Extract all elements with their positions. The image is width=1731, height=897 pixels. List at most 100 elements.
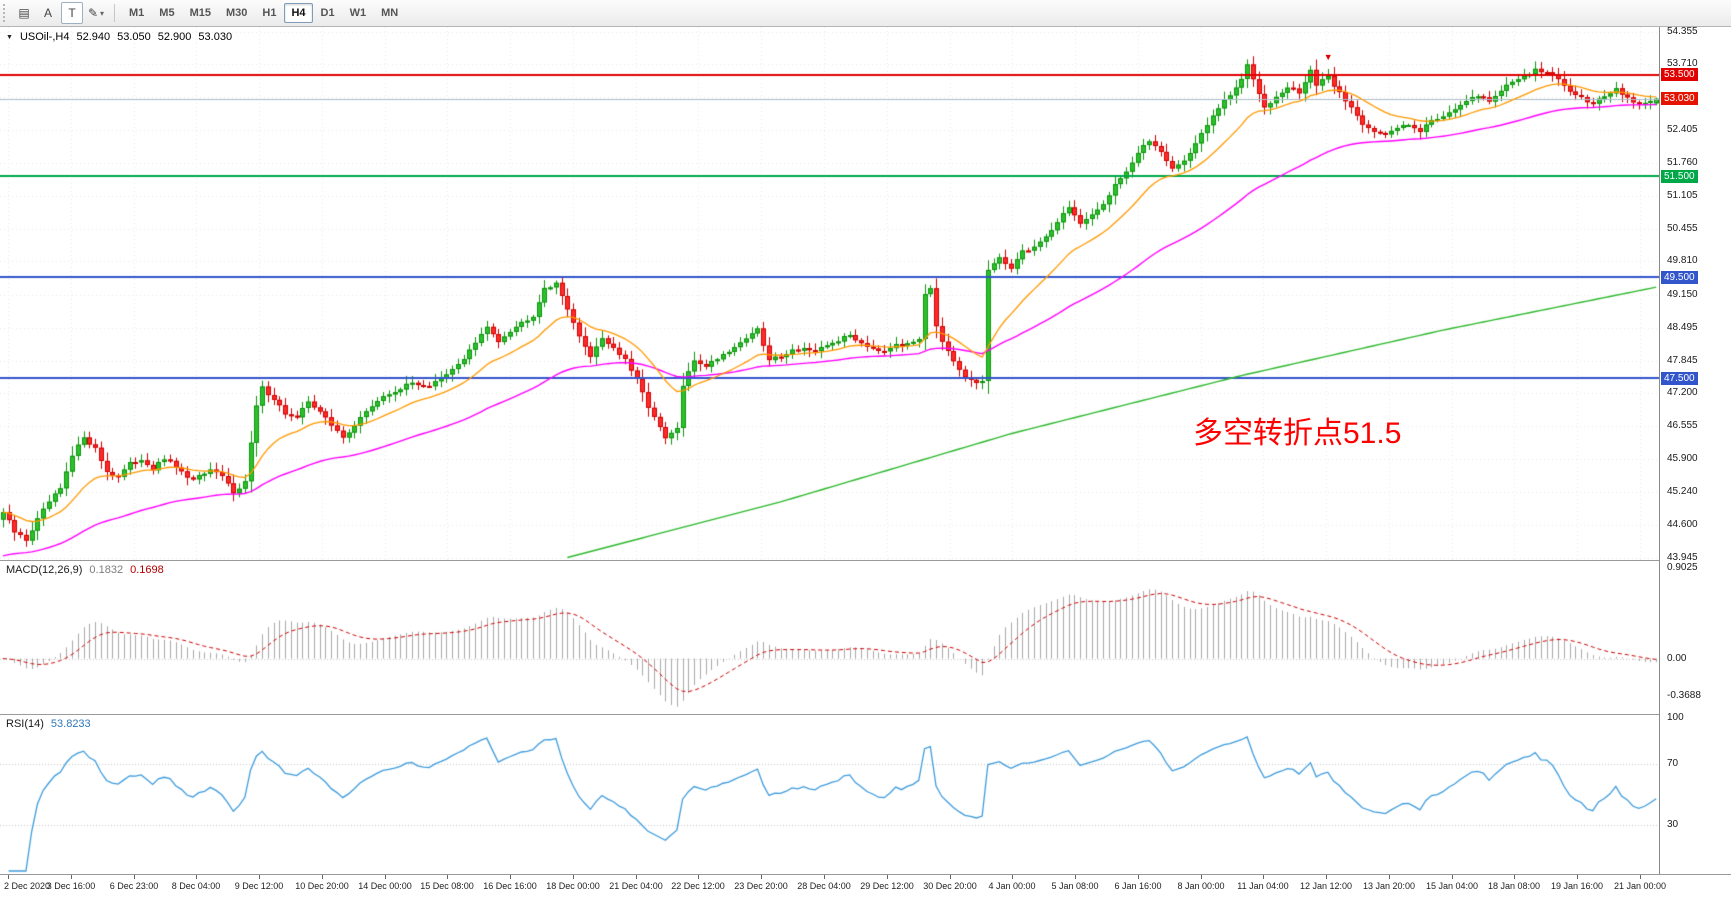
macd-pane-canvas[interactable] xyxy=(0,561,1659,714)
time-tick xyxy=(887,875,888,879)
time-axis-label: 19 Jan 16:00 xyxy=(1550,881,1604,891)
rsi-value: 53.8233 xyxy=(50,718,91,730)
time-tick xyxy=(385,875,386,879)
timeframe-group: M1 M5 M15 M30 H1 H4 D1 W1 MN xyxy=(122,3,405,23)
time-axis-label: 15 Jan 04:00 xyxy=(1425,881,1479,891)
time-tick xyxy=(134,875,135,879)
chart-windows-icon[interactable]: ▤ xyxy=(13,2,35,24)
macd-value-main: 0.1832 xyxy=(89,564,124,576)
price-level-chip: 49.500 xyxy=(1661,270,1698,284)
time-axis-label: 5 Jan 08:00 xyxy=(1051,881,1099,891)
time-tick xyxy=(1640,875,1641,879)
ohlc-close: 53.030 xyxy=(198,31,233,43)
time-axis-label: 6 Jan 16:00 xyxy=(1114,881,1162,891)
timeframe-mn[interactable]: MN xyxy=(374,3,405,23)
symbol-info: ▼ USOil-,H4 52.940 53.050 52.900 53.030 xyxy=(6,31,232,43)
toolbar-separator xyxy=(114,4,115,22)
time-tick xyxy=(636,875,637,879)
arrow-tool-button[interactable]: A xyxy=(37,2,59,24)
price-level-chip: 47.500 xyxy=(1661,371,1698,385)
macd-axis-label: 0.9025 xyxy=(1667,561,1698,573)
price-axis-label: 45.900 xyxy=(1667,452,1698,464)
time-tick xyxy=(1138,875,1139,879)
time-tick xyxy=(1514,875,1515,879)
ohlc-high: 53.050 xyxy=(117,31,151,43)
price-axis-label: 47.200 xyxy=(1667,387,1698,399)
timeframe-d1[interactable]: D1 xyxy=(314,3,342,23)
rsi-axis-label: 30 xyxy=(1667,819,1679,831)
rsi-pane-canvas[interactable] xyxy=(0,715,1659,874)
price-axis-label: 49.810 xyxy=(1667,255,1698,267)
ohlc-open: 52.940 xyxy=(76,31,111,43)
time-axis-label: 29 Dec 12:00 xyxy=(860,881,914,891)
time-axis-label: 6 Dec 23:00 xyxy=(109,881,159,891)
time-axis-label: 13 Jan 20:00 xyxy=(1362,881,1416,891)
time-axis-label: 18 Dec 00:00 xyxy=(546,881,600,891)
time-axis-label: 15 Dec 08:00 xyxy=(420,881,474,891)
timeframe-m30[interactable]: M30 xyxy=(219,3,254,23)
toolbar: ▤ A T ✎ ▾ M1 M5 M15 M30 H1 H4 D1 W1 MN xyxy=(0,0,1731,27)
price-level-chip: 51.500 xyxy=(1661,169,1698,183)
pane-separator[interactable] xyxy=(0,714,1731,715)
time-tick xyxy=(8,875,9,879)
pane-separator xyxy=(0,874,1731,875)
time-scale[interactable]: 2 Dec 2020 3 Dec 16:00 6 Dec 23:00 8 Dec 04… xyxy=(0,875,1731,897)
timeframe-h4[interactable]: H4 xyxy=(284,3,313,23)
price-axis-label: 51.105 xyxy=(1667,189,1698,201)
time-axis-label: 30 Dec 20:00 xyxy=(923,881,977,891)
toolbar-gripper[interactable] xyxy=(3,4,8,22)
time-axis-label: 16 Dec 16:00 xyxy=(483,881,537,891)
timeframe-m15[interactable]: M15 xyxy=(183,3,218,23)
time-axis-label: 10 Dec 20:00 xyxy=(295,881,349,891)
price-scale[interactable]: 54.35553.71053.05552.40551.76051.10550.4… xyxy=(1659,26,1731,874)
time-tick xyxy=(1075,875,1076,879)
macd-value-signal: 0.1698 xyxy=(130,564,164,576)
crayon-tool-button[interactable]: ✎ ▾ xyxy=(85,2,107,24)
time-axis-label: 4 Jan 00:00 xyxy=(988,881,1036,891)
time-tick xyxy=(259,875,260,879)
time-axis-label: 8 Jan 00:00 xyxy=(1177,881,1225,891)
ohlc-low: 52.900 xyxy=(157,31,192,43)
price-axis-label: 43.945 xyxy=(1667,551,1698,563)
price-axis-label: 47.845 xyxy=(1667,354,1698,366)
time-tick xyxy=(1577,875,1578,879)
price-axis-label: 52.405 xyxy=(1667,124,1698,136)
time-axis-label: 22 Dec 12:00 xyxy=(671,881,725,891)
time-tick xyxy=(1389,875,1390,879)
pane-separator[interactable] xyxy=(0,560,1731,561)
time-axis-label: 14 Dec 00:00 xyxy=(358,881,412,891)
timeframe-w1[interactable]: W1 xyxy=(343,3,374,23)
crayon-icon: ✎ xyxy=(87,6,99,20)
time-axis-label: 3 Dec 16:00 xyxy=(46,881,96,891)
price-axis-label: 49.150 xyxy=(1667,288,1698,300)
timeframe-m1[interactable]: M1 xyxy=(122,3,151,23)
rsi-axis-label: 100 xyxy=(1667,712,1684,723)
time-axis-label: 28 Dec 04:00 xyxy=(797,881,851,891)
text-tool-button[interactable]: T xyxy=(61,2,83,24)
timeframe-h1[interactable]: H1 xyxy=(255,3,283,23)
time-tick xyxy=(71,875,72,879)
symbol-name: USOil-,H4 xyxy=(19,31,70,43)
time-tick xyxy=(950,875,951,879)
symbol-expand-icon[interactable]: ▼ xyxy=(6,33,13,41)
chart-marker-icon[interactable]: ▼ xyxy=(1323,52,1333,63)
time-tick xyxy=(698,875,699,879)
price-axis-label: 44.600 xyxy=(1667,518,1698,530)
annotation-text[interactable]: 多空转折点51.5 xyxy=(1193,417,1402,450)
price-axis-label: 50.455 xyxy=(1667,222,1698,234)
timeframe-m5[interactable]: M5 xyxy=(152,3,181,23)
time-tick xyxy=(1201,875,1202,879)
time-tick xyxy=(761,875,762,879)
time-axis-label: 8 Dec 04:00 xyxy=(171,881,221,891)
price-axis-label: 53.710 xyxy=(1667,58,1698,70)
price-level-chip: 53.500 xyxy=(1661,68,1698,82)
time-tick xyxy=(447,875,448,879)
macd-axis-label: -0.3688 xyxy=(1667,689,1701,701)
price-pane-canvas[interactable] xyxy=(0,27,1659,560)
time-tick xyxy=(1012,875,1013,879)
time-tick xyxy=(196,875,197,879)
rsi-name: RSI(14) xyxy=(6,718,44,730)
time-tick xyxy=(322,875,323,879)
time-tick xyxy=(1452,875,1453,879)
